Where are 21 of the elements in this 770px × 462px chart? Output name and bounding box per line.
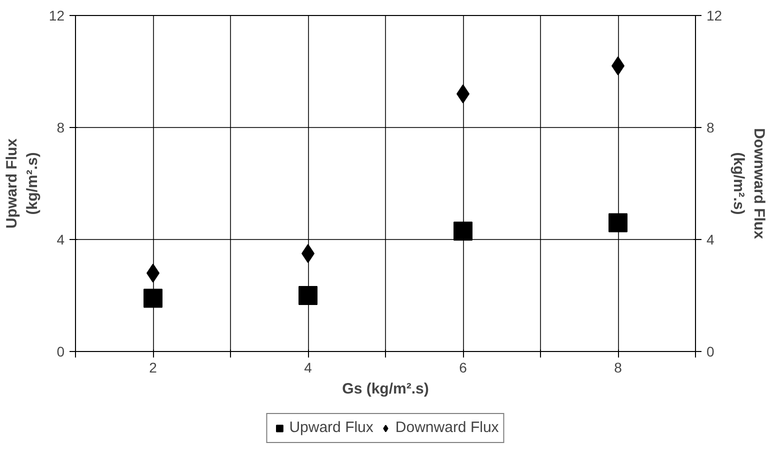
y-tick-label: 4 bbox=[56, 232, 65, 248]
x-tick-label: 2 bbox=[149, 360, 158, 376]
point bbox=[144, 288, 162, 308]
y-tick-label: 0 bbox=[56, 344, 65, 360]
point bbox=[608, 213, 628, 232]
y2-tick-label: 0 bbox=[706, 344, 714, 360]
x-axis-title: Gs (kg/m².s) bbox=[342, 380, 429, 398]
x-tick-label: 6 bbox=[459, 360, 468, 376]
y2-tick-label: 12 bbox=[706, 8, 722, 24]
x-tick-label: 8 bbox=[614, 360, 622, 376]
y-tick-label: 12 bbox=[48, 8, 65, 24]
y2-tick-label: 8 bbox=[706, 120, 714, 136]
y2-tick-label: 4 bbox=[706, 232, 714, 248]
x-tick-label: 4 bbox=[304, 360, 312, 376]
y2-axis-title: Downward Flux (kg/m².s) bbox=[730, 128, 768, 240]
y-axis-title: Upward Flux (kg/m².s) bbox=[4, 138, 41, 229]
legend-label: Downward Flux bbox=[395, 419, 499, 436]
point bbox=[454, 222, 472, 241]
legend-label: Upward Flux bbox=[289, 419, 374, 436]
y-tick-label: 8 bbox=[56, 120, 65, 136]
point bbox=[298, 286, 318, 305]
